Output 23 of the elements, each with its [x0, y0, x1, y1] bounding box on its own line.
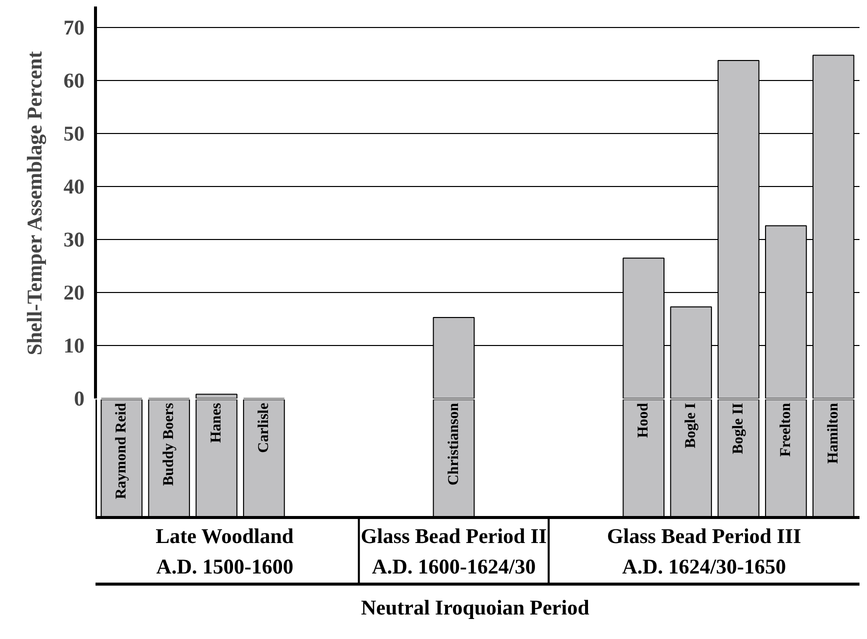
- x-tick-label: Carlisle: [256, 402, 272, 453]
- x-tick-label: Buddy Boers: [161, 402, 178, 486]
- text: Glass Bead Period III A.D. 1624/30-1650: [606, 524, 802, 579]
- x-tick-label: Raymond Reid: [114, 402, 130, 500]
- y-tick-label: 0: [74, 386, 84, 410]
- x-tick-label: Bogle I: [683, 402, 700, 448]
- x-tick-label: Hanes: [208, 402, 225, 443]
- y-tick-label: 10: [64, 334, 84, 358]
- y-tick-label: 20: [64, 280, 84, 305]
- y-tick-label: 40: [64, 174, 84, 199]
- x-tick-label: Freelton: [778, 402, 794, 457]
- x-tick-label: Christianson: [446, 402, 462, 486]
- y-tick-label: 50: [64, 122, 84, 146]
- x-axis-title: Neutral Iroquoian Period: [360, 595, 590, 620]
- x-tick-label: Hamilton: [825, 402, 842, 464]
- x-tick-label: Hood: [636, 402, 652, 438]
- y-tick-label: 30: [64, 228, 84, 252]
- y-axis-title: Shell-Temper Assemblage Percent: [22, 51, 46, 356]
- y-tick-label: 70: [64, 16, 84, 40]
- text: Glass Bead Period II A.D. 1600-1624/30: [360, 524, 547, 579]
- text: Late Woodland A.D. 1500-1600: [156, 524, 294, 579]
- y-tick-label: 60: [64, 68, 84, 93]
- x-tick-label: Bogle II: [730, 402, 746, 454]
